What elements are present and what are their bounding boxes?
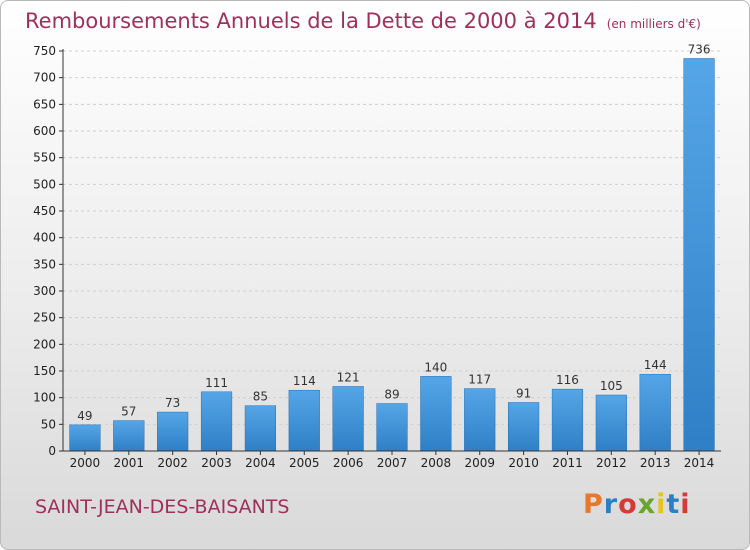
bar-value-label: 140 [424,360,447,374]
bars: 49 57 73 111 85 114 121 89 140 117 91 116 105 144 736 [69,42,715,452]
bar [157,411,189,452]
bar [420,376,452,452]
x-tick-label: 2006 [333,456,364,470]
bar-value-label: 49 [77,409,92,423]
proxiti-logo: Proxiti [583,489,691,520]
bar-value-label: 144 [644,358,667,372]
y-tick-label: 300 [33,284,56,298]
bar-value-label: 91 [516,386,531,400]
y-tick-label: 200 [33,337,56,351]
bar-value-label: 736 [688,42,711,56]
chart-title-block: Remboursements Annuels de la Dette de 20… [25,9,701,33]
y-tick-label: 650 [33,97,56,111]
bar-value-label: 105 [600,379,623,393]
x-tick-label: 2005 [289,456,320,470]
x-tick-label: 2002 [157,456,188,470]
y-tick-label: 450 [33,204,56,218]
y-tick-label: 550 [33,151,56,165]
y-tick-label: 500 [33,177,56,191]
y-tick-label: 600 [33,124,56,138]
bar [683,58,715,452]
bar [244,405,277,452]
y-tick-label: 50 [41,417,56,431]
y-tick-label: 350 [33,257,56,271]
bar-value-label: 57 [121,405,136,419]
bar [376,403,408,452]
bar [113,420,145,452]
x-tick-label: 2008 [421,456,452,470]
x-axis: 2000 2001 2002 2003 2004 2005 2006 2007 2008 2009… [63,450,721,470]
bar [288,389,320,452]
x-tick-label: 2014 [684,456,715,470]
bar-value-label: 121 [337,370,360,384]
bar-value-label: 114 [293,374,316,388]
chart-unit: (en milliers d'€) [606,17,701,31]
y-tick-label: 250 [33,311,56,325]
x-tick-label: 2001 [114,456,145,470]
bar [639,373,671,452]
bar-value-label: 73 [165,396,180,410]
bar-value-label: 111 [205,376,228,390]
x-tick-label: 2009 [464,456,495,470]
bar [200,391,233,452]
bar [69,424,101,452]
bar-value-label: 89 [384,388,399,402]
x-tick-label: 2000 [70,456,101,470]
x-tick-label: 2011 [552,456,583,470]
y-tick-label: 150 [33,364,56,378]
bar-value-label: 116 [556,373,579,387]
chart-title: Remboursements Annuels de la Dette de 20… [25,9,597,33]
x-tick-label: 2003 [201,456,232,470]
bar [464,388,496,452]
commune-name: SAINT-JEAN-DES-BAISANTS [35,496,290,518]
bar [595,394,627,452]
x-tick-label: 2012 [596,456,627,470]
bar [507,402,540,452]
x-tick-label: 2010 [508,456,539,470]
y-tick-label: 750 [33,44,56,58]
x-tick-label: 2013 [640,456,671,470]
bar [332,386,364,452]
y-tick-label: 700 [33,71,56,85]
x-tick-label: 2007 [377,456,408,470]
y-axis: 0 50 100 150 200 250 300 350 400 450 500 550 600 650 7… [33,44,64,458]
bar-value-label: 117 [468,373,491,387]
bar-value-label: 85 [253,390,268,404]
y-tick-label: 400 [33,231,56,245]
bar [551,388,584,452]
x-tick-label: 2004 [245,456,276,470]
y-tick-label: 100 [33,391,56,405]
y-tick-label: 0 [48,444,56,458]
